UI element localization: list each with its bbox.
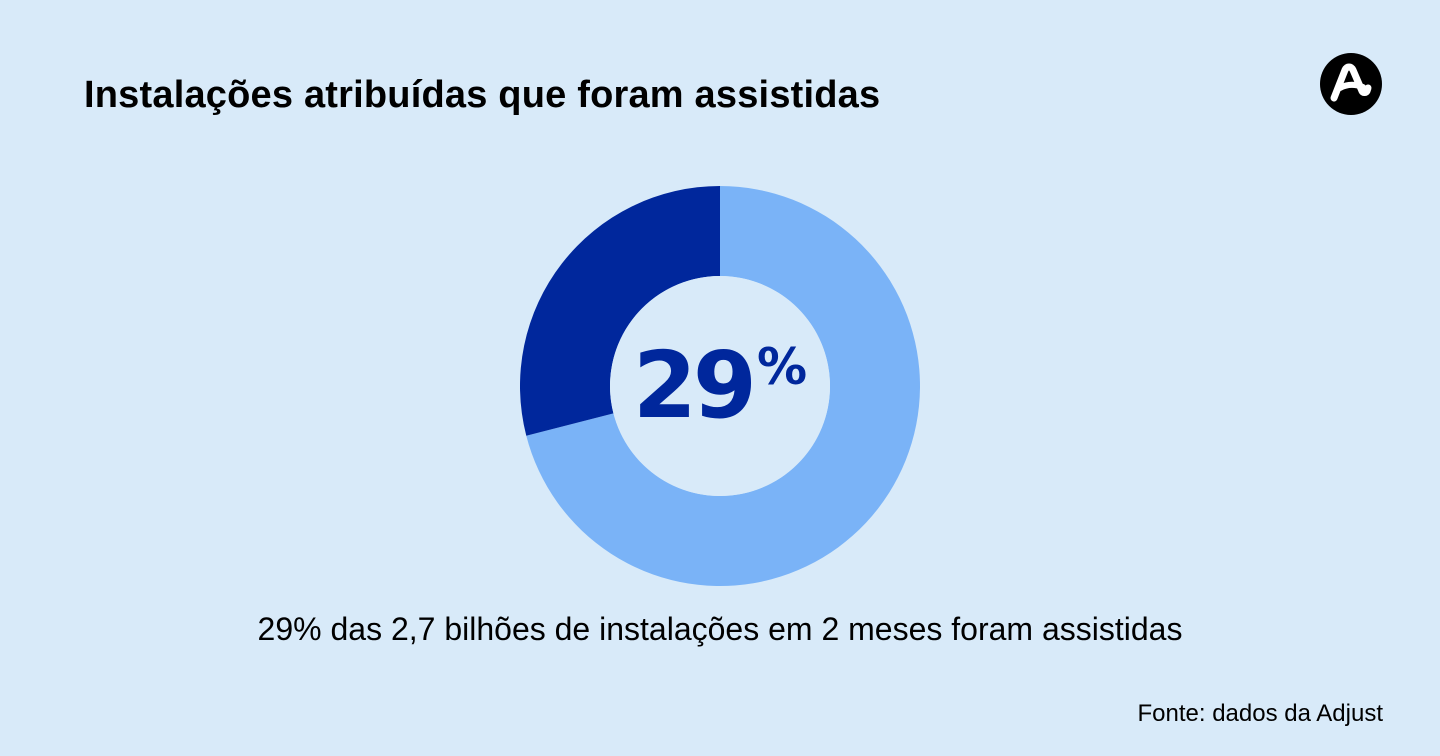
donut-chart: 29 % <box>518 184 922 588</box>
donut-slice-remaining <box>526 186 920 586</box>
chart-caption: 29% das 2,7 bilhões de instalações em 2 … <box>257 611 1183 647</box>
center-value: 29 <box>632 332 757 439</box>
chart-title: Instalações atribuídas que foram assisti… <box>84 74 881 116</box>
donut-center-hole <box>610 276 830 496</box>
adjust-logo-icon <box>1320 53 1382 115</box>
source-note: Fonte: dados da Adjust <box>1137 700 1383 727</box>
donut-slice-assisted <box>520 186 720 436</box>
center-percentage: 29 % <box>518 184 922 588</box>
center-unit: % <box>756 338 808 396</box>
donut-svg <box>520 186 920 586</box>
